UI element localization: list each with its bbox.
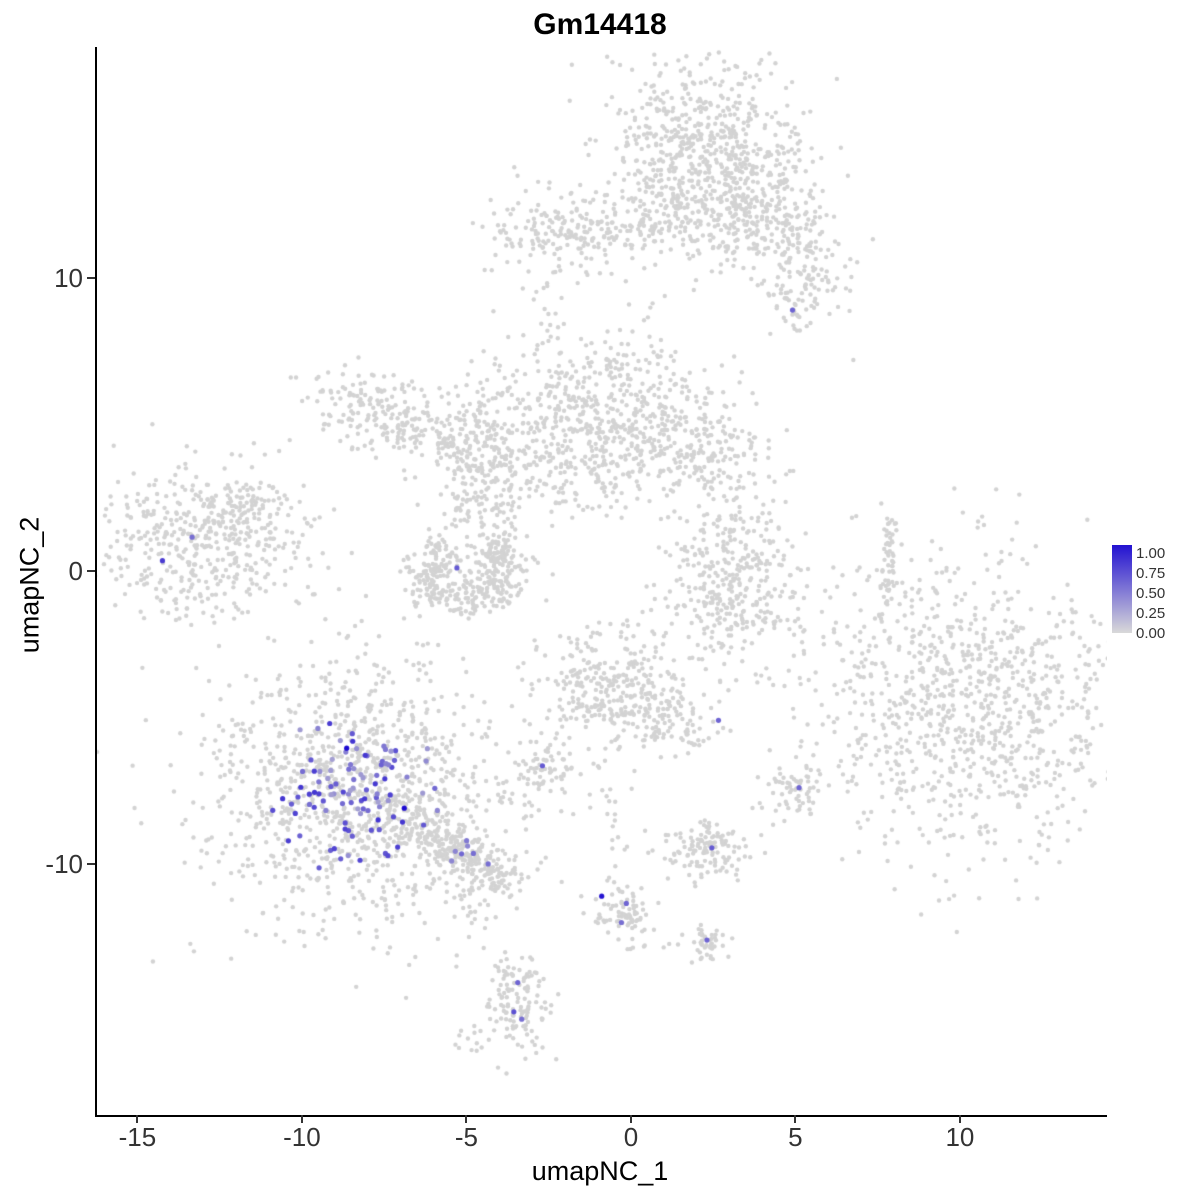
x-tick-label: -5 [454,1122,478,1152]
y-tick-mark [87,276,95,279]
x-tick-mark [629,1115,632,1123]
x-tick-mark [300,1115,303,1123]
x-tick-mark [465,1115,468,1123]
plot-title: Gm14418 [533,8,667,41]
x-axis-label: umapNC_1 [531,1156,669,1186]
colorbar-label: 1.00 [1136,545,1166,562]
x-tick-label: -15 [118,1122,157,1152]
colorbar-label: 0.25 [1136,605,1166,622]
y-tick-label: -10 [45,848,83,879]
colorbar-label: 0.50 [1136,585,1166,602]
y-tick-label: 0 [68,555,83,586]
x-tick-label: -10 [283,1122,321,1152]
x-tick-label: 5 [788,1122,803,1152]
x-tick-mark [794,1115,797,1123]
x-tick-label: 0 [623,1122,639,1152]
x-tick-mark [958,1115,961,1123]
x-tick-label: 10 [945,1122,975,1152]
umap-scatter [97,47,1107,1115]
plot-area [95,47,1107,1117]
y-tick-mark [87,569,95,572]
x-tick-mark [136,1115,139,1123]
colorbar-label: 0.00 [1136,625,1166,642]
y-tick-mark [87,862,95,865]
y-tick-label: 10 [54,262,83,293]
legend-colorbar [1112,545,1132,633]
colorbar-label: 0.75 [1136,565,1166,582]
